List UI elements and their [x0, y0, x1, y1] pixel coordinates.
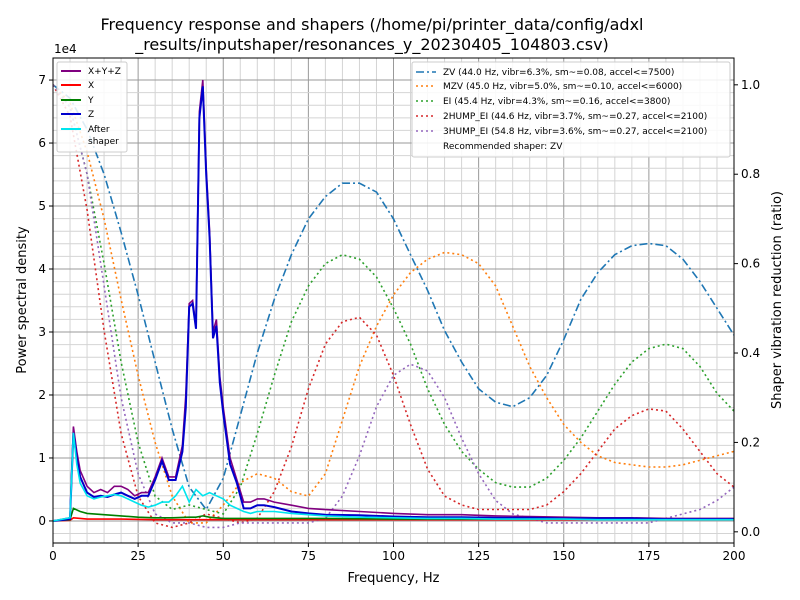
legend-psd: X+Y+Z XYZ After shaper	[56, 61, 128, 153]
legend-psd-label: Y	[87, 96, 94, 106]
psd-curve	[53, 432, 734, 522]
psd-curve	[53, 507, 734, 522]
x-tick-label: 0	[49, 549, 57, 563]
x-tick-label: 125	[467, 549, 490, 563]
y-tick-label: 6	[38, 136, 46, 150]
legend-shapers: ZV (44.0 Hz, vibr=6.3%, sm~=0.08, accel<…	[411, 61, 731, 158]
legend-shaper-label: 3HUMP_EI (54.8 Hz, vibr=3.6%, sm~=0.27, …	[443, 127, 707, 137]
shaper-curves	[53, 84, 734, 529]
x-tick-label: 25	[130, 549, 145, 563]
legend-psd-label: X	[88, 81, 94, 91]
psd-curves	[53, 79, 734, 522]
y2-tick-label: 0.0	[741, 525, 760, 539]
y-tick-label: 3	[38, 325, 46, 339]
legend-psd-label: X+Y+Z	[88, 67, 121, 77]
y2-axis-label: Shaper vibration reduction (ratio)	[770, 191, 785, 409]
y2-tick-label: 1.0	[741, 78, 760, 92]
x-axis-label: Frequency, Hz	[347, 571, 439, 586]
legend-psd-label: Z	[88, 110, 94, 120]
y-tick-label: 7	[38, 73, 46, 87]
axes: 0 25 50 75 100 125 150 175 200 0 1 2 3 4 5 6 7 0.0 0.2 0.4 0…	[38, 73, 760, 563]
x-tick-label: 175	[637, 549, 660, 563]
shaper-curve	[53, 84, 734, 524]
legend-shaper-label: MZV (45.0 Hz, vibr=5.0%, sm~=0.10, accel…	[443, 82, 682, 92]
legend-psd-label: After	[88, 125, 110, 135]
y2-tick-label: 0.2	[741, 435, 760, 449]
legend-psd-label: shaper	[88, 137, 119, 147]
y2-tick-label: 0.6	[741, 257, 760, 271]
legend-shaper-label: EI (45.4 Hz, vibr=4.3%, sm~=0.16, accel<…	[443, 97, 670, 107]
y-tick-label: 2	[38, 388, 46, 402]
shaper-curve	[53, 84, 734, 529]
y-tick-label: 0	[38, 514, 46, 528]
chart-title-line2: _results/inputshaper/resonances_y_202304…	[134, 35, 609, 55]
y2-tick-label: 0.4	[741, 346, 760, 360]
x-tick-label: 150	[552, 549, 575, 563]
y2-tick-label: 0.8	[741, 167, 760, 181]
shaper-curve	[53, 84, 734, 511]
y-tick-label: 4	[38, 262, 46, 276]
x-tick-label: 50	[216, 549, 231, 563]
recommended-shaper-label: Recommended shaper: ZV	[443, 142, 563, 152]
x-tick-label: 75	[301, 549, 316, 563]
y-tick-label: 1	[38, 451, 46, 465]
y-tick-label: 5	[38, 199, 46, 213]
y-axis-label: Power spectral density	[15, 226, 30, 374]
legend-shaper-label: 2HUMP_EI (44.6 Hz, vibr=3.7%, sm~=0.27, …	[443, 112, 707, 122]
chart-title-line1: Frequency response and shapers (/home/pi…	[100, 15, 643, 35]
shaper-curve	[53, 84, 734, 515]
x-tick-label: 100	[382, 549, 405, 563]
legend-shaper-label: ZV (44.0 Hz, vibr=6.3%, sm~=0.08, accel<…	[443, 68, 674, 78]
x-tick-label: 200	[723, 549, 746, 563]
legend-shapers-frame	[411, 61, 731, 158]
y-exponent-label: 1e4	[54, 42, 77, 56]
